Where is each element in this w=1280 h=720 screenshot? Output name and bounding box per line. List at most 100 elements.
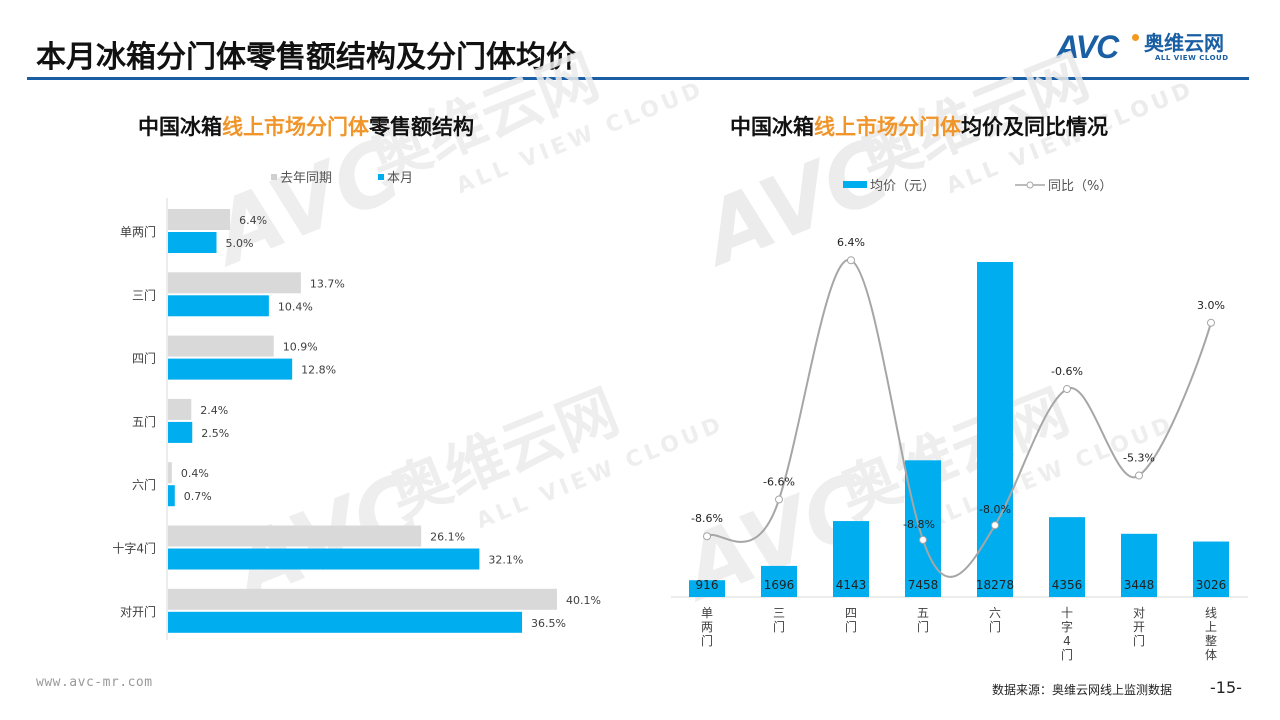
page-number: -15- [1210, 678, 1242, 697]
yoy-point [703, 532, 711, 541]
line-data-label: -8.0% [979, 503, 1011, 516]
category-label-char: 整 [1205, 633, 1217, 648]
bar-data-label: 32.1% [488, 554, 523, 567]
bar-this-month [168, 295, 269, 317]
legend-swatch-avg-price [843, 181, 867, 188]
bar-avg-price [689, 580, 725, 597]
bar-data-label: 5.0% [226, 237, 254, 250]
bar-this-month [168, 421, 193, 443]
bar-last-year [168, 462, 172, 484]
category-label-char: 三 [773, 606, 785, 620]
line-data-label: -6.6% [763, 475, 795, 488]
right-title-part1: 中国冰箱 [730, 115, 814, 139]
bar-this-month [168, 548, 480, 570]
yoy-line [706, 259, 1212, 578]
left-title-part3: 零售额结构 [369, 115, 474, 139]
yoy-point [1063, 385, 1071, 394]
bar-avg-price [1049, 517, 1085, 597]
title-divider [27, 77, 1249, 80]
bar-avg-price [833, 521, 869, 597]
legend-label-this-month: 本月 [387, 171, 414, 186]
category-label: 十字4门 [112, 541, 156, 556]
line-data-label: 6.4% [837, 236, 865, 249]
bar-last-year [168, 588, 557, 610]
category-label: 五门 [132, 414, 156, 429]
bar-data-label: 26.1% [430, 531, 465, 544]
left-title-part2: 线上市场分门体 [222, 115, 369, 139]
line-data-label: -5.3% [1123, 452, 1155, 465]
category-label-char: 对 [1133, 606, 1145, 620]
bar-data-label: 2.4% [200, 404, 228, 417]
category-label-char: 两 [701, 620, 713, 634]
legend-label-avg-price: 均价（元） [870, 179, 936, 194]
category-label-char: 门 [989, 619, 1001, 634]
bar-data-label: 3448 [1124, 578, 1155, 592]
left-bar-chart: 单两门 6.4% 5.0% 三门 13.7% 10.4% 四门 10.9% 12.8% 五门 2.4… [112, 198, 601, 640]
category-label-char: 门 [1061, 647, 1073, 662]
footer-url[interactable]: www.avc-mr.com [36, 675, 153, 690]
yoy-point [847, 256, 855, 265]
bar-data-label: 916 [696, 578, 719, 592]
category-label-char: 六 [989, 606, 1001, 620]
legend-label-last-year: 去年同期 [280, 171, 333, 186]
bar-data-label: 36.5% [531, 617, 566, 630]
bar-data-label: 7458 [908, 578, 939, 592]
line-data-label: -8.8% [903, 518, 935, 531]
category-label-char: 门 [701, 633, 713, 648]
line-data-label: 3.0% [1197, 299, 1225, 312]
logo-brand: AVC [1056, 29, 1119, 65]
bar-last-year [168, 398, 192, 420]
bar-data-label: 4143 [836, 578, 867, 592]
bar-avg-price [1121, 533, 1157, 597]
bar-data-label: 40.1% [566, 594, 601, 607]
category-label-char: 单 [701, 606, 713, 620]
bar-data-label: 3026 [1196, 578, 1227, 592]
bar-data-label: 6.4% [239, 214, 267, 227]
bar-data-label: 18278 [976, 578, 1014, 592]
category-label-char: 上 [1205, 620, 1217, 634]
logo-dot-icon [1132, 34, 1139, 41]
bar-data-label: 1696 [764, 578, 795, 592]
category-label-char: 门 [773, 619, 785, 634]
yoy-point [1207, 318, 1215, 327]
bar-this-month [168, 232, 217, 253]
yoy-point [991, 521, 999, 530]
category-label-char: 四 [845, 606, 857, 620]
legend-swatch-this-month [378, 173, 385, 180]
logo-en: ALL VIEW CLOUD [1155, 54, 1229, 62]
footer-data-source: 数据来源：奥维云网线上监测数据 [992, 683, 1173, 697]
right-title-part3: 均价及同比情况 [961, 115, 1108, 139]
category-label-char: 门 [1133, 633, 1145, 648]
legend-swatch-yoy-line [1015, 181, 1046, 188]
bar-data-label: 13.7% [310, 277, 345, 290]
bar-this-month [168, 358, 293, 380]
yoy-point [919, 535, 927, 544]
category-label-char: 体 [1205, 648, 1217, 662]
category-label-char: 门 [845, 619, 857, 634]
right-chart-title: 中国冰箱线上市场分门体均价及同比情况 [730, 111, 1108, 141]
bar-this-month [168, 611, 523, 633]
category-label: 三门 [132, 287, 156, 302]
category-label-char: 五 [917, 606, 929, 620]
bar-avg-price [905, 460, 941, 597]
category-label-char: 线 [1205, 606, 1217, 620]
yoy-point [1135, 471, 1143, 480]
avc-logo: AVC 奥维云网 ALL VIEW CLOUD [1056, 30, 1246, 66]
bar-data-label: 0.4% [181, 467, 209, 480]
line-data-label: -8.6% [691, 512, 723, 525]
bar-last-year [168, 335, 274, 357]
legend-swatch-last-year [271, 173, 277, 180]
bar-last-year [168, 525, 422, 547]
bar-data-label: 10.4% [278, 300, 313, 313]
category-label-char: 十 [1061, 606, 1073, 620]
bar-last-year [168, 209, 231, 230]
bar-avg-price [761, 565, 797, 597]
bar-data-label: 4356 [1052, 578, 1083, 592]
legend-label-yoy: 同比（%） [1048, 179, 1113, 194]
bar-avg-price [1193, 541, 1229, 597]
right-combo-chart: 916单两门1696三门4143四门7458五门18278六门4356十字4门3… [671, 236, 1248, 662]
category-label-char: 字 [1061, 619, 1073, 634]
bar-data-label: 0.7% [184, 490, 212, 503]
right-chart-legend: 均价（元） 同比（%） [843, 175, 1112, 194]
yoy-point [775, 495, 783, 504]
